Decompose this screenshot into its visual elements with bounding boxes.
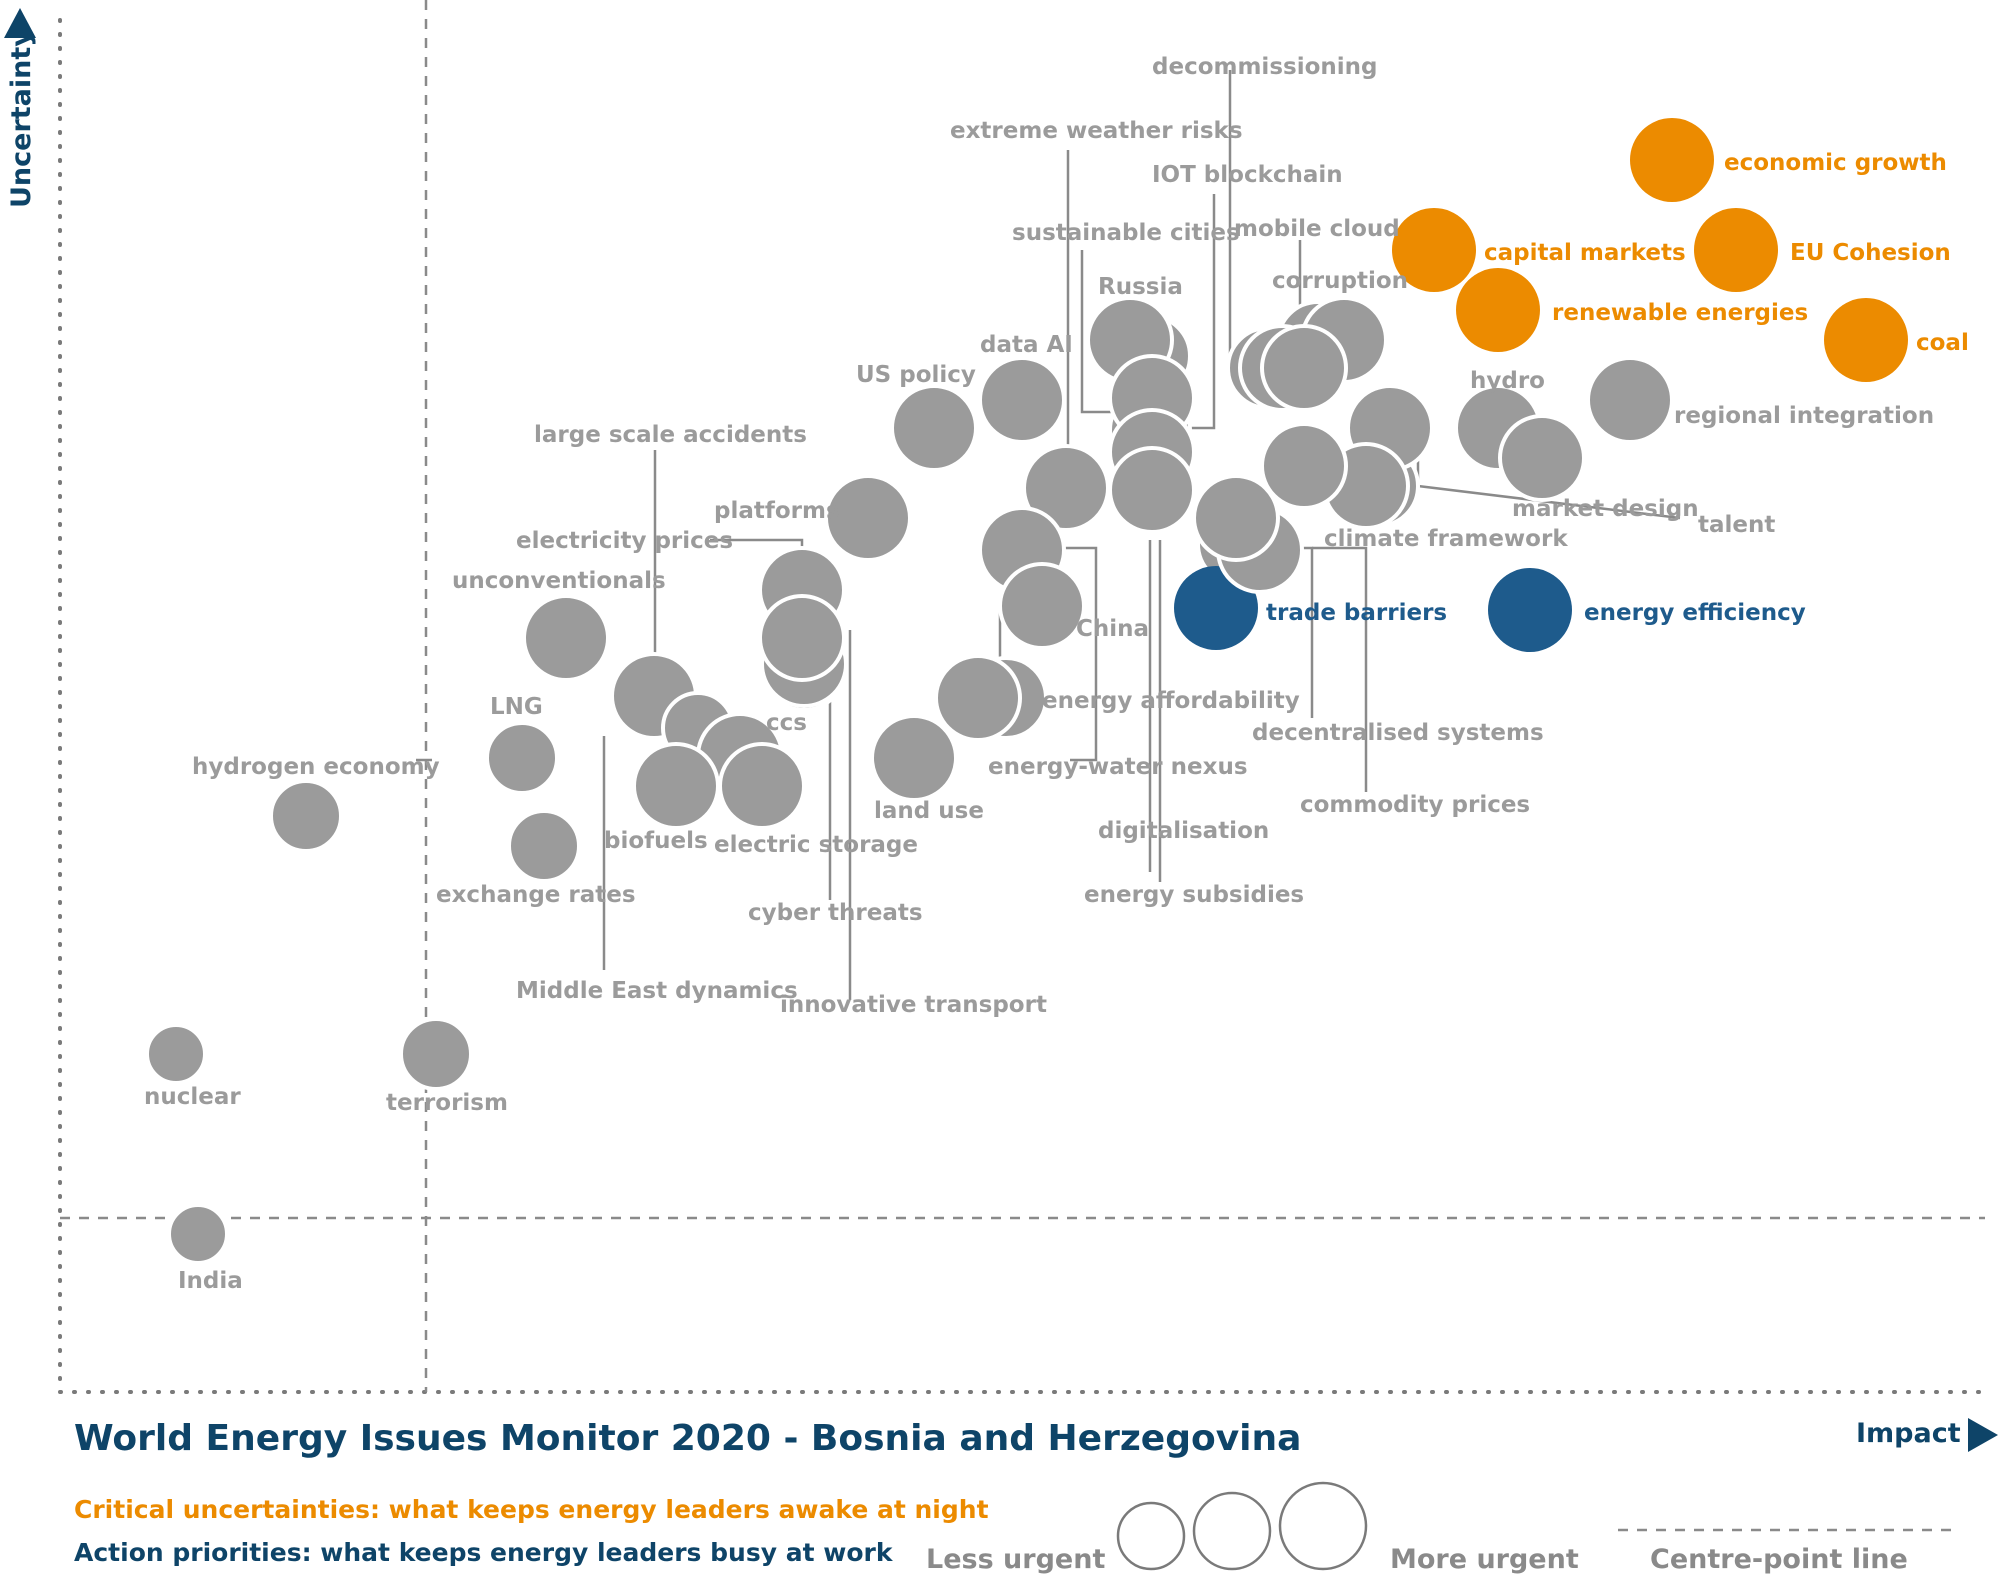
label-energy-subsidies: energy subsidies: [1084, 882, 1304, 908]
bubble-extreme-weather-risks[interactable]: [1022, 444, 1110, 532]
bubble-regional-integration[interactable]: [1586, 356, 1674, 444]
label-corruption: corruption: [1272, 268, 1408, 294]
label-platforms: platforms: [714, 498, 840, 524]
label-economic-growth: economic growth: [1724, 150, 1947, 176]
bubble-iot-blockchain[interactable]: [1108, 446, 1196, 534]
label-unconventionals: unconventionals: [452, 568, 666, 594]
label-cyber-threats: cyber threats: [748, 900, 923, 926]
label-eu-cohesion: EU Cohesion: [1790, 240, 1951, 266]
bubble-commodity-prices[interactable]: [1260, 422, 1348, 510]
label-middle-east-dynamics: Middle East dynamics: [516, 978, 798, 1004]
bubble-renewable-energies[interactable]: [1456, 268, 1540, 352]
bubble-labels: economic growth EU Cohesion capital market…: [144, 54, 1969, 1294]
label-talent: talent: [1698, 512, 1775, 538]
label-capital-markets: capital markets: [1484, 240, 1686, 266]
label-innovative-transport: innovative transport: [780, 992, 1047, 1018]
label-trade-barriers: trade barriers: [1266, 600, 1447, 626]
bubble-eu-cohesion[interactable]: [1694, 208, 1778, 292]
label-energy-affordability: energy affordability: [1042, 688, 1300, 714]
legend-circle-medium: [1192, 1491, 1272, 1571]
label-market-design: market design: [1512, 496, 1699, 522]
bubbles: [145, 118, 1908, 1265]
label-energy-efficiency: energy efficiency: [1584, 600, 1806, 626]
bubble-electric-storage[interactable]: [718, 742, 806, 830]
label-climate-framework: climate framework: [1324, 526, 1568, 552]
label-nuclear: nuclear: [144, 1084, 241, 1110]
label-exchange-rates: exchange rates: [436, 882, 636, 908]
legend-less-urgent: Less urgent: [926, 1544, 1106, 1575]
label-land-use: land use: [874, 798, 984, 824]
label-coal: coal: [1916, 330, 1969, 356]
label-india: India: [178, 1268, 243, 1294]
label-extreme-weather-risks: extreme weather risks: [950, 118, 1243, 144]
bubble-coal[interactable]: [1824, 298, 1908, 382]
label-mobile-cloud: mobile cloud: [1234, 216, 1400, 242]
chart-title-block: World Energy Issues Monitor 2020 - Bosni…: [74, 1418, 1301, 1459]
legend-circle-large: [1278, 1481, 1368, 1571]
label-digitalisation: digitalisation: [1098, 818, 1269, 844]
x-axis-label: Impact: [1856, 1418, 1961, 1449]
legend-circle-small: [1116, 1501, 1186, 1571]
bubble-market-design[interactable]: [1498, 414, 1586, 502]
label-hydro: hydro: [1470, 368, 1545, 394]
legend-more-urgent: More urgent: [1390, 1544, 1579, 1575]
label-electricity-prices: electricity prices: [516, 528, 733, 554]
bubble-energy-efficiency[interactable]: [1488, 568, 1572, 652]
bubble-digitalisation[interactable]: [1192, 474, 1280, 562]
label-electric-storage: electric storage: [714, 832, 918, 858]
bubble-data-ai[interactable]: [978, 356, 1066, 444]
bubble-lng[interactable]: [485, 721, 559, 795]
label-ccs: ccs: [766, 710, 807, 736]
bubble-decentralised-systems[interactable]: [1260, 324, 1348, 412]
y-axis-label: Uncertainty: [6, 29, 37, 208]
label-decentralised-systems: decentralised systems: [1252, 720, 1544, 746]
bubble-nuclear[interactable]: [145, 1023, 207, 1085]
chart-title: World Energy Issues Monitor 2020 - Bosni…: [74, 1418, 1302, 1459]
bubble-terrorism[interactable]: [399, 1017, 473, 1091]
label-lng: LNG: [490, 694, 543, 720]
label-commodity-prices: commodity prices: [1300, 792, 1530, 818]
bubble-unconventionals[interactable]: [522, 594, 610, 682]
label-hydrogen-economy: hydrogen economy: [192, 754, 440, 780]
label-large-scale-accidents: large scale accidents: [534, 422, 807, 448]
label-regional-integration: regional integration: [1674, 403, 1934, 429]
bubble-economic-growth[interactable]: [1630, 118, 1714, 202]
label-biofuels: biofuels: [604, 828, 708, 854]
y-axis-arrow-icon: [4, 8, 36, 38]
label-china: China: [1076, 616, 1149, 642]
leader-line-13: [1312, 546, 1368, 792]
leader-lines: [416, 70, 1681, 1000]
bubble-land-use[interactable]: [870, 714, 958, 802]
bubble-us-policy[interactable]: [890, 384, 978, 472]
bubble-energy-affordability[interactable]: [934, 654, 1022, 742]
label-russia: Russia: [1098, 274, 1183, 300]
legend-action: Action priorities: what keeps energy lea…: [74, 1538, 893, 1567]
leader-line-12: [1298, 546, 1314, 718]
bubble-platforms[interactable]: [824, 474, 912, 562]
bubble-biofuels[interactable]: [632, 742, 720, 830]
label-iot-blockchain: IOT blockchain: [1152, 162, 1343, 188]
label-us-policy: US policy: [856, 362, 976, 388]
bubble-india[interactable]: [167, 1203, 229, 1265]
bubble-hydrogen-economy[interactable]: [269, 779, 343, 853]
bubble-china[interactable]: [998, 562, 1086, 650]
label-renewable-energies: renewable energies: [1552, 300, 1808, 326]
label-terrorism: terrorism: [386, 1090, 508, 1116]
label-sustainable-cities: sustainable cities: [1012, 220, 1240, 246]
x-axis-arrow-icon: [1968, 1418, 1998, 1452]
legend-centre-point-line: Centre-point line: [1650, 1544, 1908, 1575]
label-energy-water-nexus: energy-water nexus: [988, 754, 1248, 780]
label-decommissioning: decommissioning: [1152, 54, 1377, 80]
bubble-exchange-rates[interactable]: [507, 809, 581, 883]
legend-critical: Critical uncertainties: what keeps energ…: [74, 1495, 989, 1524]
label-data-ai: data AI: [980, 332, 1073, 358]
bubble-innovative-transport[interactable]: [758, 594, 846, 682]
bubble-capital-markets[interactable]: [1392, 208, 1476, 292]
